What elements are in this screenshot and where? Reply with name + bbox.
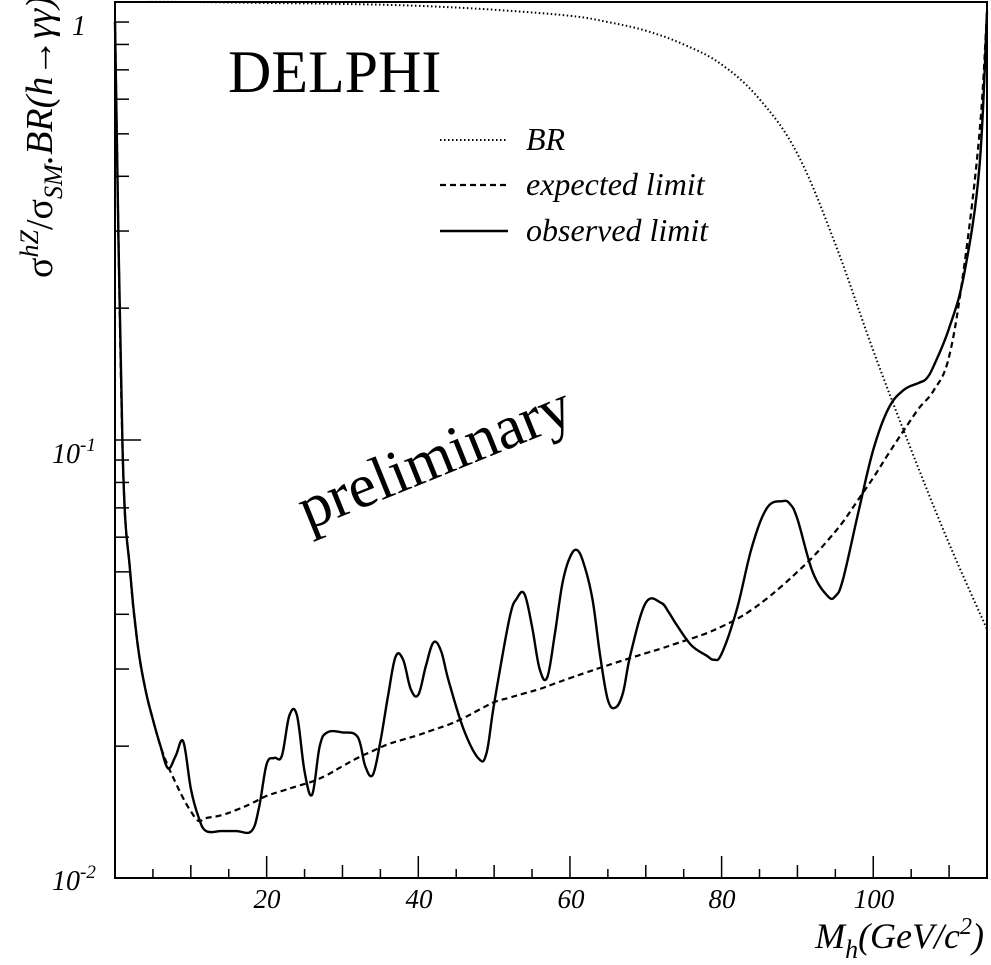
y-tick-base: 10 (52, 866, 80, 897)
chart-title: DELPHI (228, 39, 441, 105)
x-tick-label-20: 20 (254, 884, 282, 914)
x-tick-label-100: 100 (854, 884, 895, 914)
legend-label-expected: expected limit (526, 166, 706, 202)
legend: BR expected limit observed limit (440, 121, 709, 248)
x-axis-label: Mh(GeV/c2) (814, 914, 984, 964)
series-line-observed-limit (113, 11, 989, 835)
y-tick-label-1: 1 (72, 11, 86, 42)
y-axis-label: σhZ/σSM.BR(h→γγ) (15, 0, 68, 278)
y-tick-base: 10 (52, 439, 80, 470)
y-tick-labels: 1 10-1 10-2 (52, 11, 96, 897)
series-line-br (114, 0, 988, 630)
y-tick-exp: -1 (80, 435, 96, 456)
y-tick-exp: -2 (80, 862, 96, 883)
preliminary-annotation: preliminary (288, 372, 582, 543)
y-tick-label-0.01: 10-2 (52, 862, 96, 897)
legend-label-observed: observed limit (526, 212, 709, 248)
y-tick-label-0.1: 10-1 (52, 435, 96, 470)
axis-ticks (115, 1, 950, 879)
series-layer (113, 0, 989, 835)
legend-label-br: BR (526, 121, 566, 157)
x-tick-label-40: 40 (406, 884, 434, 914)
series-line-expected-limit (113, 11, 989, 823)
x-tick-label-60: 60 (558, 884, 586, 914)
x-tick-labels: 20 40 60 80 100 (254, 884, 895, 914)
x-tick-label-80: 80 (709, 884, 737, 914)
